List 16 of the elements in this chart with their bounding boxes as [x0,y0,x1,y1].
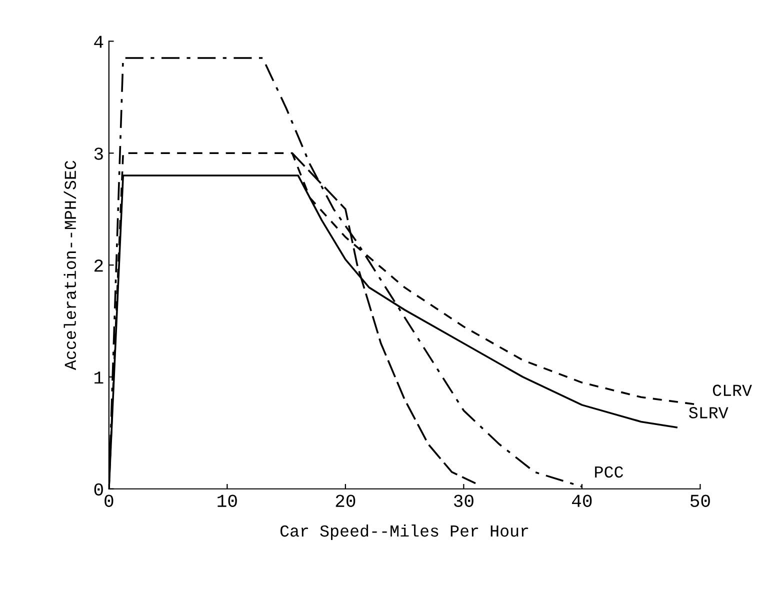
x-axis-title: Car Speed--Miles Per Hour [280,524,528,540]
series-label: SLRV [689,407,728,418]
x-tick-label: 40 [572,494,592,507]
y-tick-label: 0 [94,483,103,496]
y-axis-title: Acceleration--MPH/SEC [64,160,76,370]
x-tick-label: 30 [454,494,474,507]
x-tick-label: 10 [218,494,237,507]
y-tick-label: 3 [94,148,103,160]
x-tick-label: 20 [336,494,356,507]
y-tick-label: 1 [94,372,104,384]
series-label: PCC [595,466,624,478]
series-label: CLRV [712,384,752,396]
y-tick-label: 4 [94,36,104,48]
y-tick-label: 2 [94,260,103,272]
x-tick-label: 50 [690,494,710,507]
x-tick-label: 0 [104,494,114,507]
